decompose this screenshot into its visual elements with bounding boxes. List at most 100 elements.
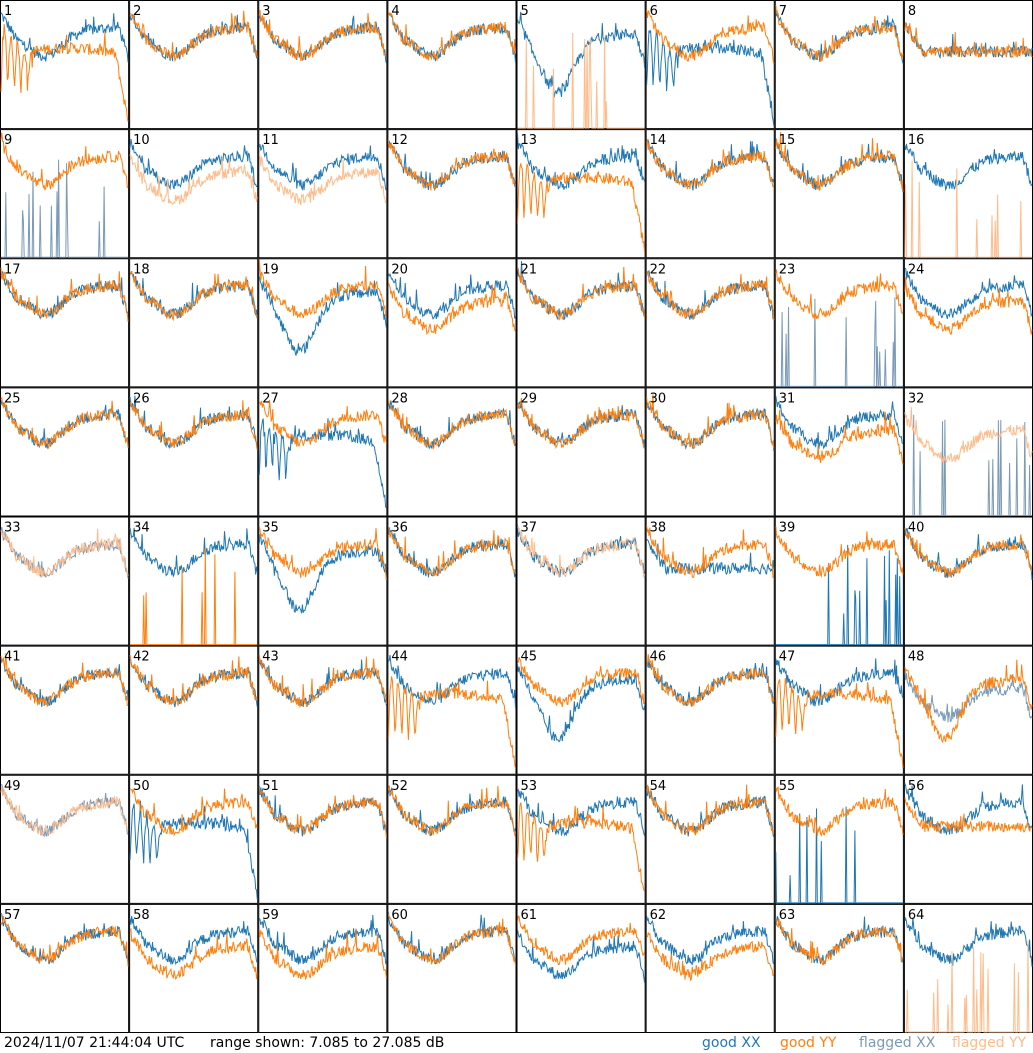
panel-56: 56 xyxy=(903,774,1033,904)
series-yy xyxy=(775,786,904,837)
panel-44: 44 xyxy=(387,645,517,775)
legend-flagged-xx: flagged XX xyxy=(859,1035,936,1051)
series-yy xyxy=(517,526,646,578)
panel-label: 15 xyxy=(779,133,796,148)
series-yy xyxy=(775,526,904,579)
panel-frame xyxy=(129,129,259,259)
panel-frame xyxy=(0,645,130,775)
panel-label: 56 xyxy=(908,779,925,794)
series-yy xyxy=(904,940,1032,1033)
panel-55: 55 xyxy=(774,774,904,904)
series-yy xyxy=(517,802,646,892)
panel-45: 45 xyxy=(516,645,646,775)
series-yy xyxy=(646,394,775,450)
series-xx xyxy=(904,916,1033,967)
panel-label: 24 xyxy=(908,262,925,277)
panel-label: 23 xyxy=(779,262,796,277)
panel-label: 36 xyxy=(391,521,408,536)
panel-3: 3 xyxy=(258,0,388,130)
panel-frame xyxy=(258,0,388,130)
panel-35: 35 xyxy=(258,516,388,646)
panel-15: 15 xyxy=(774,129,904,259)
panel-11: 11 xyxy=(258,129,388,259)
panel-62: 62 xyxy=(645,903,775,1033)
panel-label: 13 xyxy=(521,133,538,148)
legend-good-yy: good YY xyxy=(780,1035,837,1051)
panel-50: 50 xyxy=(129,774,259,904)
panel-label: 44 xyxy=(391,650,408,665)
series-yy xyxy=(387,676,516,769)
panel-frame xyxy=(903,0,1033,130)
series-xx xyxy=(0,784,129,838)
panel-33: 33 xyxy=(0,516,130,646)
range-text: range shown: 7.085 to 27.085 dB xyxy=(210,1035,445,1051)
panel-label: 10 xyxy=(133,133,150,148)
panel-frame xyxy=(645,774,775,904)
panel-frame xyxy=(258,516,388,646)
panel-frame xyxy=(774,387,904,517)
series-yy xyxy=(0,24,129,122)
series-xx xyxy=(775,395,904,450)
series-yy xyxy=(129,927,258,981)
panel-49: 49 xyxy=(0,774,130,904)
series-xx xyxy=(904,267,1033,320)
panel-frame xyxy=(387,645,517,775)
panel-label: 30 xyxy=(650,391,667,406)
panel-label: 2 xyxy=(133,4,141,19)
panel-label: 25 xyxy=(4,391,21,406)
panel-20: 20 xyxy=(387,258,517,388)
panel-frame xyxy=(387,0,517,130)
panel-label: 9 xyxy=(4,133,12,148)
panel-label: 58 xyxy=(133,908,150,923)
series-xx xyxy=(258,418,387,509)
panel-label: 51 xyxy=(262,779,279,794)
panel-frame xyxy=(129,0,259,130)
series-xx xyxy=(775,297,903,387)
series-xx xyxy=(904,143,1033,192)
series-xx xyxy=(387,140,516,192)
series-yy xyxy=(258,654,387,709)
panel-label: 1 xyxy=(4,4,12,19)
panel-frame xyxy=(0,129,130,259)
panel-label: 60 xyxy=(391,908,408,923)
panel-frame xyxy=(516,774,646,904)
panel-label: 46 xyxy=(650,650,667,665)
series-yy xyxy=(129,10,258,63)
panel-32: 32 xyxy=(903,387,1033,517)
panel-13: 13 xyxy=(516,129,646,259)
panel-frame xyxy=(645,258,775,388)
panel-frame xyxy=(258,645,388,775)
panel-27: 27 xyxy=(258,387,388,517)
panel-frame xyxy=(645,129,775,259)
series-yy xyxy=(646,654,775,707)
panel-label: 8 xyxy=(908,4,916,19)
panel-frame xyxy=(903,774,1033,904)
panel-8: 8 xyxy=(903,0,1033,130)
series-xx xyxy=(517,788,646,837)
panel-frame xyxy=(774,903,904,1033)
series-yy xyxy=(0,396,129,450)
series-yy xyxy=(775,409,904,465)
panel-frame xyxy=(258,258,388,388)
panel-label: 52 xyxy=(391,779,408,794)
panel-label: 43 xyxy=(262,650,279,665)
timestamp: 2024/11/07 21:44:04 UTC xyxy=(4,1035,185,1051)
panel-frame xyxy=(129,903,259,1033)
legend-flagged-yy: flagged YY xyxy=(952,1035,1027,1051)
footer: 2024/11/07 21:44:04 UTC range shown: 7.0… xyxy=(0,1033,1033,1053)
panel-40: 40 xyxy=(903,516,1033,646)
series-xx xyxy=(129,800,258,900)
series-xx xyxy=(258,276,387,356)
panel-frame xyxy=(645,516,775,646)
panel-label: 11 xyxy=(262,133,279,148)
panel-58: 58 xyxy=(129,903,259,1033)
panel-25: 25 xyxy=(0,387,130,517)
series-xx xyxy=(517,929,646,983)
panel-label: 28 xyxy=(391,391,408,406)
panel-frame xyxy=(387,774,517,904)
series-xx xyxy=(775,806,903,904)
panel-48: 48 xyxy=(903,645,1033,775)
series-yy xyxy=(517,657,646,708)
panel-label: 26 xyxy=(133,391,150,406)
series-xx xyxy=(775,544,903,646)
